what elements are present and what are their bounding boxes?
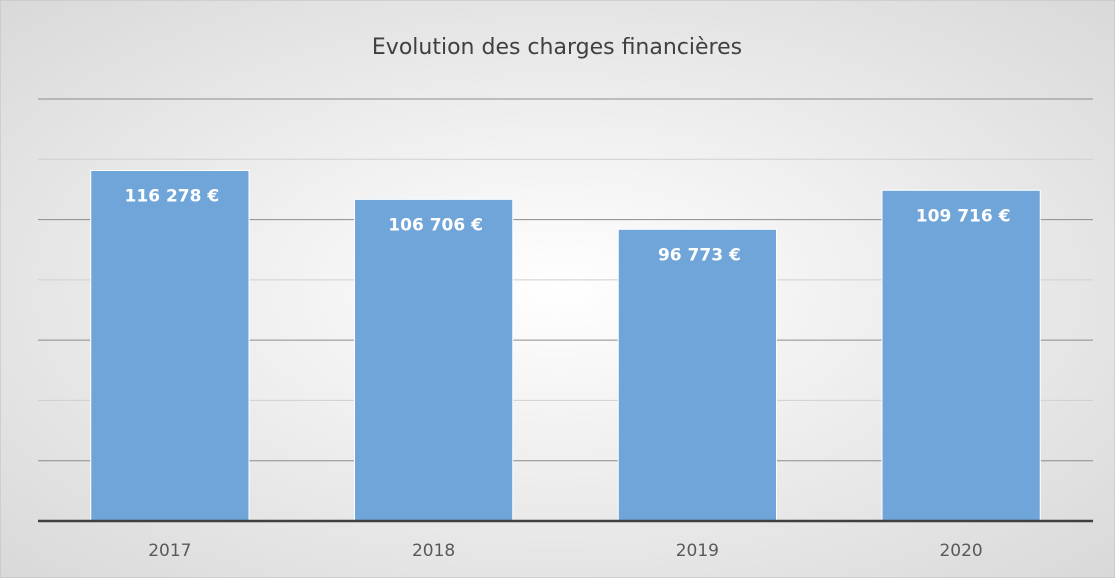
x-tick-label: 2017 (148, 541, 191, 561)
x-tick-label: 2020 (939, 541, 982, 561)
data-label: 116 278 € (125, 187, 220, 207)
bar (881, 189, 1041, 522)
bar (354, 198, 514, 522)
x-tick-label: 2018 (412, 541, 455, 561)
data-label: 109 716 € (916, 206, 1011, 226)
bar (617, 228, 777, 522)
bar (90, 170, 250, 522)
x-tick-label: 2019 (676, 541, 719, 561)
data-label: 96 773 € (658, 245, 741, 265)
data-label: 106 706 € (388, 215, 483, 235)
chart-title: Evolution des charges financières (372, 35, 742, 60)
